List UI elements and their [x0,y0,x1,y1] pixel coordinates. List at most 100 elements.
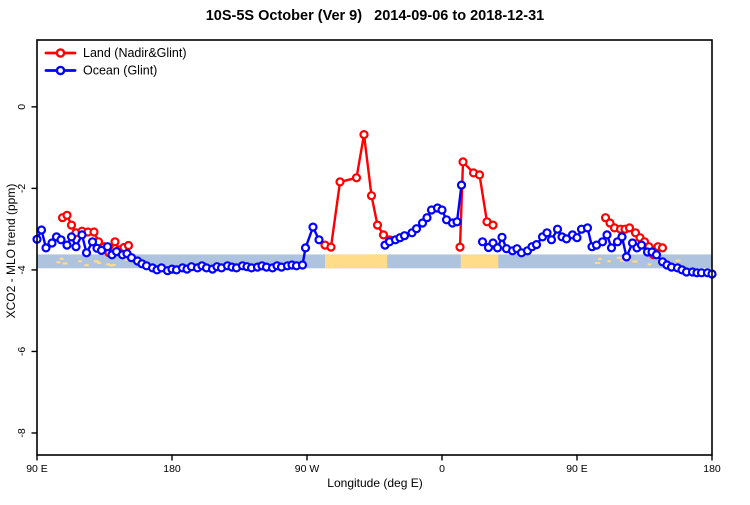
series-marker-ocean [477,237,488,247]
series-marker-land [335,177,345,187]
series-line-land [323,133,391,249]
island-speckle [84,264,89,267]
series-marker-land [110,237,120,247]
series-marker-land [89,227,99,237]
series-marker-ocean [297,260,308,270]
island-speckle [647,263,652,266]
series-marker-ocean [71,242,81,252]
series-marker-ocean [77,230,87,240]
series-marker-ocean [606,243,617,253]
series-marker-land [62,210,72,220]
x-axis-label: Longitude (deg E) [327,476,423,490]
legend-label: Ocean (Glint) [83,64,157,78]
legend-swatch-marker [55,48,66,58]
series-marker-ocean [552,224,563,234]
series-marker-ocean [66,232,77,242]
legend-label: Land (Nadir&Glint) [83,46,187,60]
chart-title: 10S-5S October (Ver 9) 2014-09-06 to 201… [205,8,545,24]
island-speckle [62,262,68,265]
series-marker-ocean [36,225,47,235]
island-speckle [109,264,114,267]
series-marker-ocean [651,250,662,260]
x-tick-label: 90 E [566,463,588,475]
island-speckle [93,260,100,263]
series-marker-ocean [399,231,410,241]
island-speckle [607,260,611,263]
series-marker-ocean [422,213,432,223]
series-marker-land [458,157,468,167]
series-marker-land [455,242,465,252]
series-marker-land [359,130,369,140]
series-marker-land [366,191,377,201]
series-marker-land [624,223,635,233]
island-speckle [598,257,602,260]
series-marker-ocean [492,243,503,253]
island-speckle [675,259,681,262]
series-marker-ocean [411,224,422,234]
series-marker-ocean [636,240,647,250]
x-tick-label: 90 W [295,463,320,475]
y-tick-label: -8 [16,428,28,437]
land-segment [325,254,388,269]
island-speckle [59,257,64,260]
series-marker-ocean [546,235,557,245]
series-marker-land [488,220,498,230]
series-marker-ocean [531,240,542,250]
island-speckle [56,261,61,264]
series-marker-land [372,220,383,230]
y-tick-label: -2 [16,184,28,193]
island-speckle [96,261,102,264]
island-speckle [595,261,601,265]
series-marker-ocean [81,248,92,258]
x-tick-label: 0 [439,463,445,475]
series-marker-ocean [102,242,113,252]
island-speckle [124,258,129,261]
plot-border [36,39,713,456]
series-marker-ocean [62,240,72,250]
series-marker-ocean [602,230,612,240]
x-tick-label: 180 [163,463,181,475]
x-tick-label: 90 E [26,463,48,475]
series-marker-ocean [542,228,552,238]
series-marker-ocean [300,243,311,253]
series-marker-ocean [582,223,593,233]
island-speckle [112,263,116,266]
series-marker-ocean [597,237,608,247]
series-marker-ocean [561,234,572,244]
series-marker-ocean [308,222,318,232]
series-marker-ocean [497,232,507,242]
series-marker-ocean [572,233,582,243]
y-tick-label: 0 [16,104,28,110]
series-marker-land [474,170,485,180]
series-marker-ocean [56,235,66,245]
series-marker-ocean [47,238,57,248]
island-speckle [619,259,626,262]
series-marker-ocean [41,243,51,253]
island-speckle [78,260,82,263]
series-marker-land [657,243,668,253]
x-tick-label: 180 [703,463,721,475]
series-marker-ocean [87,237,98,247]
legend: Land (Nadir&Glint) Ocean (Glint) [44,46,187,78]
island-speckle [632,260,638,263]
island-speckle [106,263,110,266]
series-marker-ocean [314,235,324,245]
series-marker-land [123,240,134,251]
land-segment [460,254,499,269]
series-marker-land [66,220,77,230]
y-tick-label: -6 [16,347,28,356]
series-marker-ocean [621,252,632,262]
y-axis-label: XCO2 - MLO trend (ppm) [4,183,18,319]
series-marker-land [378,230,389,240]
island-speckle [616,256,622,259]
series-marker-ocean [437,205,447,215]
series-marker-land [326,242,336,252]
series-marker-ocean [452,217,462,227]
series-marker-land [351,173,362,183]
series-marker-ocean [456,180,467,190]
series-marker-ocean [617,232,627,242]
legend-swatch-marker [55,65,66,76]
